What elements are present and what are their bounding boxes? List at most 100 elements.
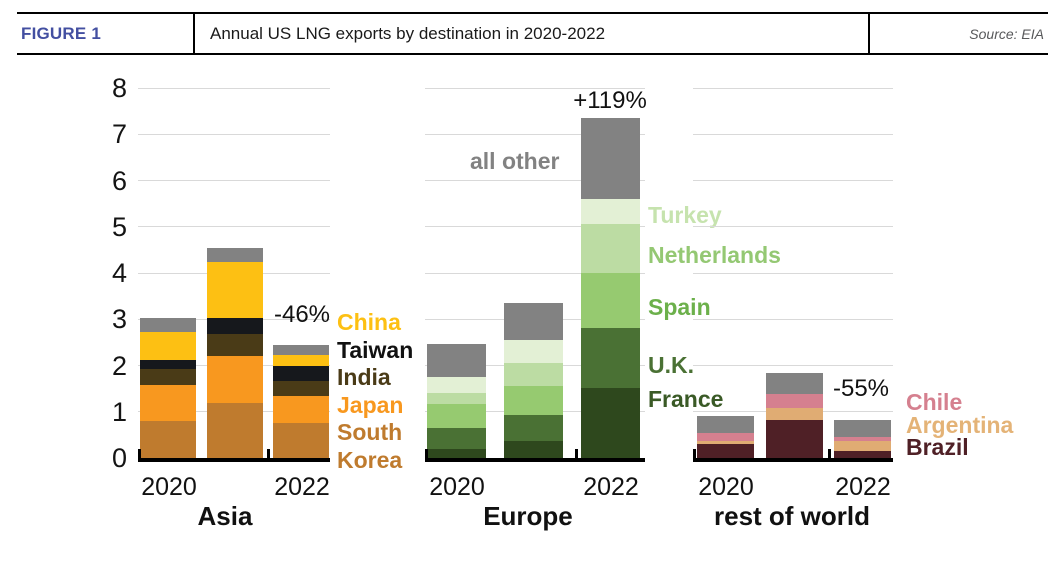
bar-2022-europe-all-other [581,117,640,199]
gridline [138,133,330,135]
bar-2021-asia-all-other [207,247,263,263]
bar-2020-rest-of-world-brazil [697,444,754,458]
group-label-asia: Asia [197,501,253,531]
gridline [425,180,645,181]
header-top-border [17,12,1048,14]
bar-2020-asia-japan [140,384,196,421]
gridline [138,180,330,181]
legend-label-all-other: all other [470,148,560,174]
x-tick-label-2022-rest-of-world: 2022 [835,473,891,501]
bar-2022-rest-of-world-chile [834,437,891,442]
gridline [138,87,330,89]
bar-2021-asia-south-korea [207,402,263,458]
y-axis-label-0: 0 [111,443,127,473]
bar-2020-europe-all-other [427,343,486,377]
bar-2021-rest-of-world-chile [766,393,823,409]
x-tick-label-2020-rest-of-world: 2020 [698,473,754,501]
x-axis-tick [828,449,831,462]
bar-2021-rest-of-world-brazil [766,420,823,458]
bar-2021-europe-france [504,440,563,458]
gridline [425,133,645,135]
x-axis-line-europe [425,458,645,462]
bar-2022-asia-india [273,381,329,397]
gridline [425,87,645,89]
y-axis-label-7: 7 [111,119,127,150]
bar-2022-europe-france [581,388,640,458]
x-tick-label-2020-europe: 2020 [429,473,485,501]
y-axis-label-4: 4 [111,258,127,288]
bar-2021-asia-india [207,333,263,357]
bar-2022-europe-netherlands [581,223,640,273]
bar-2021-asia-china [207,262,263,319]
bar-2022-rest-of-world-all-other [834,420,891,438]
bar-2021-rest-of-world-all-other [766,372,823,394]
y-axis-label-6: 6 [111,165,127,196]
gridline [693,180,893,181]
bar-2021-rest-of-world-argentina [766,408,823,421]
bar-2020-asia-taiwan [140,359,196,369]
rest-of-world-change-annotation: -55% [832,375,890,402]
legend-label-china: China [337,309,401,335]
bar-2020-rest-of-world-all-other [697,415,754,434]
group-label-europe: Europe [483,501,573,531]
bar-2022-asia-china [273,354,329,367]
x-axis-line-rest-of-world [693,458,893,462]
bar-2020-europe-spain [427,403,486,429]
y-axis-label-5: 5 [111,211,127,242]
gridline [693,87,893,89]
gridline [425,226,645,228]
x-axis-tick [138,449,141,462]
bar-2022-asia-taiwan [273,366,329,382]
figure-title: Annual US LNG exports by destination in … [210,23,606,43]
asia-change-annotation: -46% [273,301,331,328]
bar-2020-europe-u-k [427,428,486,450]
y-axis-label-3: 3 [111,304,127,335]
bar-2022-rest-of-world-brazil [834,450,891,458]
legend-label-india: India [337,364,391,390]
figure-header: FIGURE 1 Annual US LNG exports by destin… [17,12,1048,55]
legend-label-south-korea: Korea [337,446,403,473]
gridline [693,272,893,274]
x-axis-tick [693,449,696,462]
legend-label-chile: Chile [906,389,963,415]
bar-2020-europe-netherlands [427,393,486,404]
group-label-rest-of-world: rest of world [713,501,870,531]
legend-label-south-korea: South [337,419,403,445]
bar-2022-europe-u-k [581,328,640,389]
bar-2021-asia-japan [207,356,263,403]
x-axis-tick [267,449,270,462]
bar-2021-europe-spain [504,386,563,415]
bar-2021-europe-all-other [504,303,563,341]
x-axis-line-asia [138,458,330,462]
gridline [138,226,330,228]
bar-2021-europe-turkey [504,340,563,364]
bar-2020-europe-france [427,449,486,458]
legend-label-argentina: Argentina [906,412,1014,438]
gridline [693,133,893,135]
bar-2020-asia-south-korea [140,421,196,458]
header-divider [868,14,870,53]
europe-change-annotation: +119% [573,87,647,114]
bar-2022-asia-japan [273,396,329,423]
legend-label-netherlands: Netherlands [648,242,781,268]
legend-label-brazil: Brazil [906,434,969,460]
legend-label-spain: Spain [648,294,711,320]
gridline [693,365,893,366]
bar-2020-asia-all-other [140,317,196,332]
gridline [693,318,893,320]
legend-label-france: France [648,386,724,412]
gridline [693,226,893,228]
x-axis-tick [425,449,428,462]
y-axis-label-1: 1 [111,396,127,427]
figure-source: Source: EIA [969,25,1044,42]
legend-label-taiwan: Taiwan [337,337,414,363]
x-tick-label-2022-europe: 2022 [583,473,639,501]
x-axis-tick [575,449,578,462]
legend-label-turkey: Turkey [648,202,722,228]
bar-2022-rest-of-world-argentina [834,441,891,451]
bar-2020-rest-of-world-chile [697,433,754,441]
bar-2020-europe-turkey [427,376,486,394]
y-axis-label-2: 2 [111,350,127,381]
bar-2021-asia-taiwan [207,318,263,334]
